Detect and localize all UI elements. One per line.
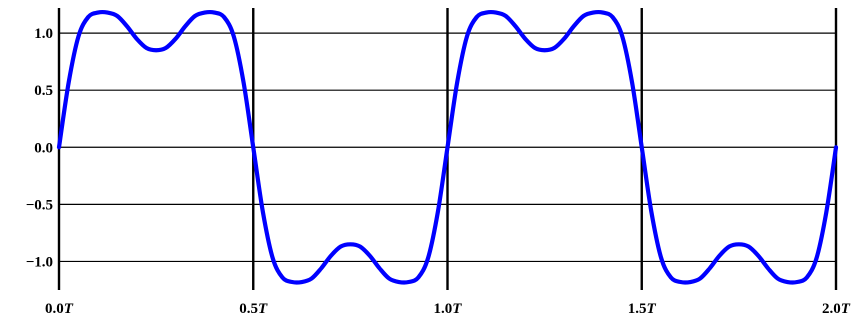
series-line — [56, 9, 839, 285]
x-tick-number: 2.0 — [822, 301, 841, 317]
x-tick-unit: T — [64, 301, 74, 317]
x-tick-number: 0.5 — [239, 301, 258, 317]
x-tick-number: 1.5 — [628, 301, 647, 317]
x-tick-label: 0.5T — [239, 301, 268, 317]
y-tick-label: 0.0 — [34, 140, 53, 156]
x-tick-unit: T — [452, 301, 462, 317]
x-tick-number: 1.0 — [434, 301, 453, 317]
y-tick-label: 0.5 — [34, 83, 53, 99]
x-tick-label: 0.0T — [45, 301, 74, 317]
x-tick-unit: T — [258, 301, 268, 317]
x-tick-label: 1.0T — [434, 301, 463, 317]
y-tick-label: −1.0 — [26, 254, 53, 270]
y-tick-label: −0.5 — [26, 197, 53, 213]
series-layer — [56, 9, 839, 285]
x-tick-labels: 0.0T 0.5T 1.0T 1.5T 2.0T — [45, 301, 851, 317]
x-tick-label: 2.0T — [822, 301, 851, 317]
x-tick-unit: T — [841, 301, 851, 317]
x-tick-label: 1.5T — [628, 301, 657, 317]
x-tick-unit: T — [647, 301, 657, 317]
y-tick-labels: 1.0 0.5 0.0 −0.5 −1.0 — [26, 26, 53, 270]
y-tick-label: 1.0 — [34, 26, 53, 42]
x-tick-number: 0.0 — [45, 301, 64, 317]
